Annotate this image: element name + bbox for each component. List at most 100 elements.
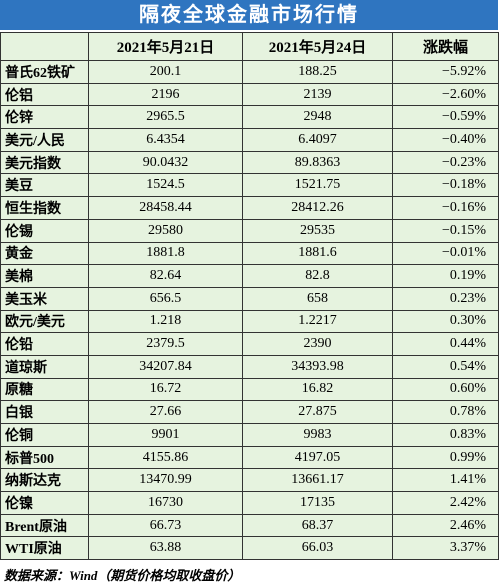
table-cell: 28458.44 xyxy=(88,196,243,220)
table-row: 原糖 16.72 16.82 0.60% xyxy=(0,377,499,402)
table-cell: 美玉米 xyxy=(0,286,89,311)
table-cell: −0.01% xyxy=(392,241,499,266)
table-cell: WTI原油 xyxy=(0,536,89,561)
table-cell: 标普500 xyxy=(0,445,89,470)
table-cell: −2.60% xyxy=(392,82,499,107)
table-row: 黄金 1881.8 1881.6 −0.01% xyxy=(0,241,499,266)
table-cell: 66.73 xyxy=(88,513,243,538)
table-cell: 1524.5 xyxy=(88,173,243,198)
table-cell: 伦锌 xyxy=(0,105,89,130)
table-cell: 欧元/美元 xyxy=(0,309,89,334)
table-cell: 82.8 xyxy=(242,264,393,288)
table-cell: 1521.75 xyxy=(242,173,393,198)
table-cell: 13661.17 xyxy=(242,468,393,493)
table-cell: 美元指数 xyxy=(0,150,89,175)
table-row: 伦铜 9901 9983 0.83% xyxy=(0,423,499,447)
table-cell: 9901 xyxy=(88,423,243,447)
column-header: 2021年5月24日 xyxy=(242,32,393,61)
table-cell: 普氏62铁矿 xyxy=(0,60,89,84)
table-row: 标普500 4155.86 4197.05 0.99% xyxy=(0,445,499,470)
table-body: 普氏62铁矿 200.1 188.25 −5.92% 伦铝 2196 2139 −2.60% 伦… xyxy=(0,60,499,561)
table-cell: 0.23% xyxy=(392,286,499,311)
table-cell: 白银 xyxy=(0,400,89,424)
column-header: 涨跌幅 xyxy=(392,32,499,61)
table-row: 伦铅 2379.5 2390 0.44% xyxy=(0,332,499,356)
table-cell: 1.2217 xyxy=(242,309,393,334)
table-cell: 4197.05 xyxy=(242,445,393,470)
table-cell: 美棉 xyxy=(0,264,89,288)
table-row: 白银 27.66 27.875 0.78% xyxy=(0,400,499,424)
table-cell: 63.88 xyxy=(88,536,243,561)
title: 隔夜全球金融市场行情 xyxy=(0,0,498,30)
table-row: 美元指数 90.0432 89.8363 −0.23% xyxy=(0,150,499,175)
table-row: 美玉米 656.5 658 0.23% xyxy=(0,286,499,311)
table-row: WTI原油 63.88 66.03 3.37% xyxy=(0,536,499,561)
header-row: 2021年5月21日 2021年5月24日 涨跌幅 xyxy=(0,32,499,61)
table-cell: 0.44% xyxy=(392,332,499,356)
table-cell: 16.72 xyxy=(88,377,243,402)
table-cell: 6.4097 xyxy=(242,128,393,152)
table-cell: 0.78% xyxy=(392,400,499,424)
table-cell: 6.4354 xyxy=(88,128,243,152)
table-cell: −0.18% xyxy=(392,173,499,198)
table-cell: 2.42% xyxy=(392,491,499,515)
table-cell: 2139 xyxy=(242,82,393,107)
table-cell: 188.25 xyxy=(242,60,393,84)
table-cell: 200.1 xyxy=(88,60,243,84)
table-cell: 3.37% xyxy=(392,536,499,561)
table-cell: 658 xyxy=(242,286,393,311)
table-cell: 1881.6 xyxy=(242,241,393,266)
table-cell: 90.0432 xyxy=(88,150,243,175)
table-cell: 伦铅 xyxy=(0,332,89,356)
table-cell: 27.66 xyxy=(88,400,243,424)
table-cell: 29580 xyxy=(88,218,243,243)
table-cell: 2196 xyxy=(88,82,243,107)
table-cell: 2948 xyxy=(242,105,393,130)
table-cell: −0.16% xyxy=(392,196,499,220)
table-cell: 656.5 xyxy=(88,286,243,311)
table-cell: 1.41% xyxy=(392,468,499,493)
table-cell: 伦镍 xyxy=(0,491,89,515)
column-header: 2021年5月21日 xyxy=(88,32,243,61)
table-cell: 13470.99 xyxy=(88,468,243,493)
table-cell: 伦铝 xyxy=(0,82,89,107)
source-note: 数据来源：Wind（期货价格均取收盘价） xyxy=(4,568,241,583)
table-cell: 伦锡 xyxy=(0,218,89,243)
table-cell: 2379.5 xyxy=(88,332,243,356)
table-cell: 0.30% xyxy=(392,309,499,334)
table-cell: 0.83% xyxy=(392,423,499,447)
table-row: 纳斯达克 13470.99 13661.17 1.41% xyxy=(0,468,499,493)
column-header xyxy=(0,32,89,61)
table-cell: 纳斯达克 xyxy=(0,468,89,493)
table-cell: 0.54% xyxy=(392,354,499,379)
table-cell: 28412.26 xyxy=(242,196,393,220)
table-row: 美棉 82.64 82.8 0.19% xyxy=(0,264,499,288)
table-cell: 82.64 xyxy=(88,264,243,288)
table-cell: 0.99% xyxy=(392,445,499,470)
table-cell: 原糖 xyxy=(0,377,89,402)
table-cell: −0.40% xyxy=(392,128,499,152)
table-cell: Brent原油 xyxy=(0,513,89,538)
table-row: 欧元/美元 1.218 1.2217 0.30% xyxy=(0,309,499,334)
table-cell: −5.92% xyxy=(392,60,499,84)
table-cell: 伦铜 xyxy=(0,423,89,447)
table-row: 伦铝 2196 2139 −2.60% xyxy=(0,82,499,107)
table-row: 普氏62铁矿 200.1 188.25 −5.92% xyxy=(0,60,499,84)
table-cell: −0.59% xyxy=(392,105,499,130)
table-cell: 17135 xyxy=(242,491,393,515)
table-cell: 89.8363 xyxy=(242,150,393,175)
table-cell: 34207.84 xyxy=(88,354,243,379)
table-cell: 美元/人民 xyxy=(0,128,89,152)
table-cell: −0.23% xyxy=(392,150,499,175)
table-cell: −0.15% xyxy=(392,218,499,243)
table-cell: 29535 xyxy=(242,218,393,243)
table-cell: 4155.86 xyxy=(88,445,243,470)
table-cell: 27.875 xyxy=(242,400,393,424)
table-row: 伦镍 16730 17135 2.42% xyxy=(0,491,499,515)
table-cell: 2.46% xyxy=(392,513,499,538)
table-cell: 16730 xyxy=(88,491,243,515)
table-cell: 2965.5 xyxy=(88,105,243,130)
table-row: 美元/人民 6.4354 6.4097 −0.40% xyxy=(0,128,499,152)
table-cell: 黄金 xyxy=(0,241,89,266)
